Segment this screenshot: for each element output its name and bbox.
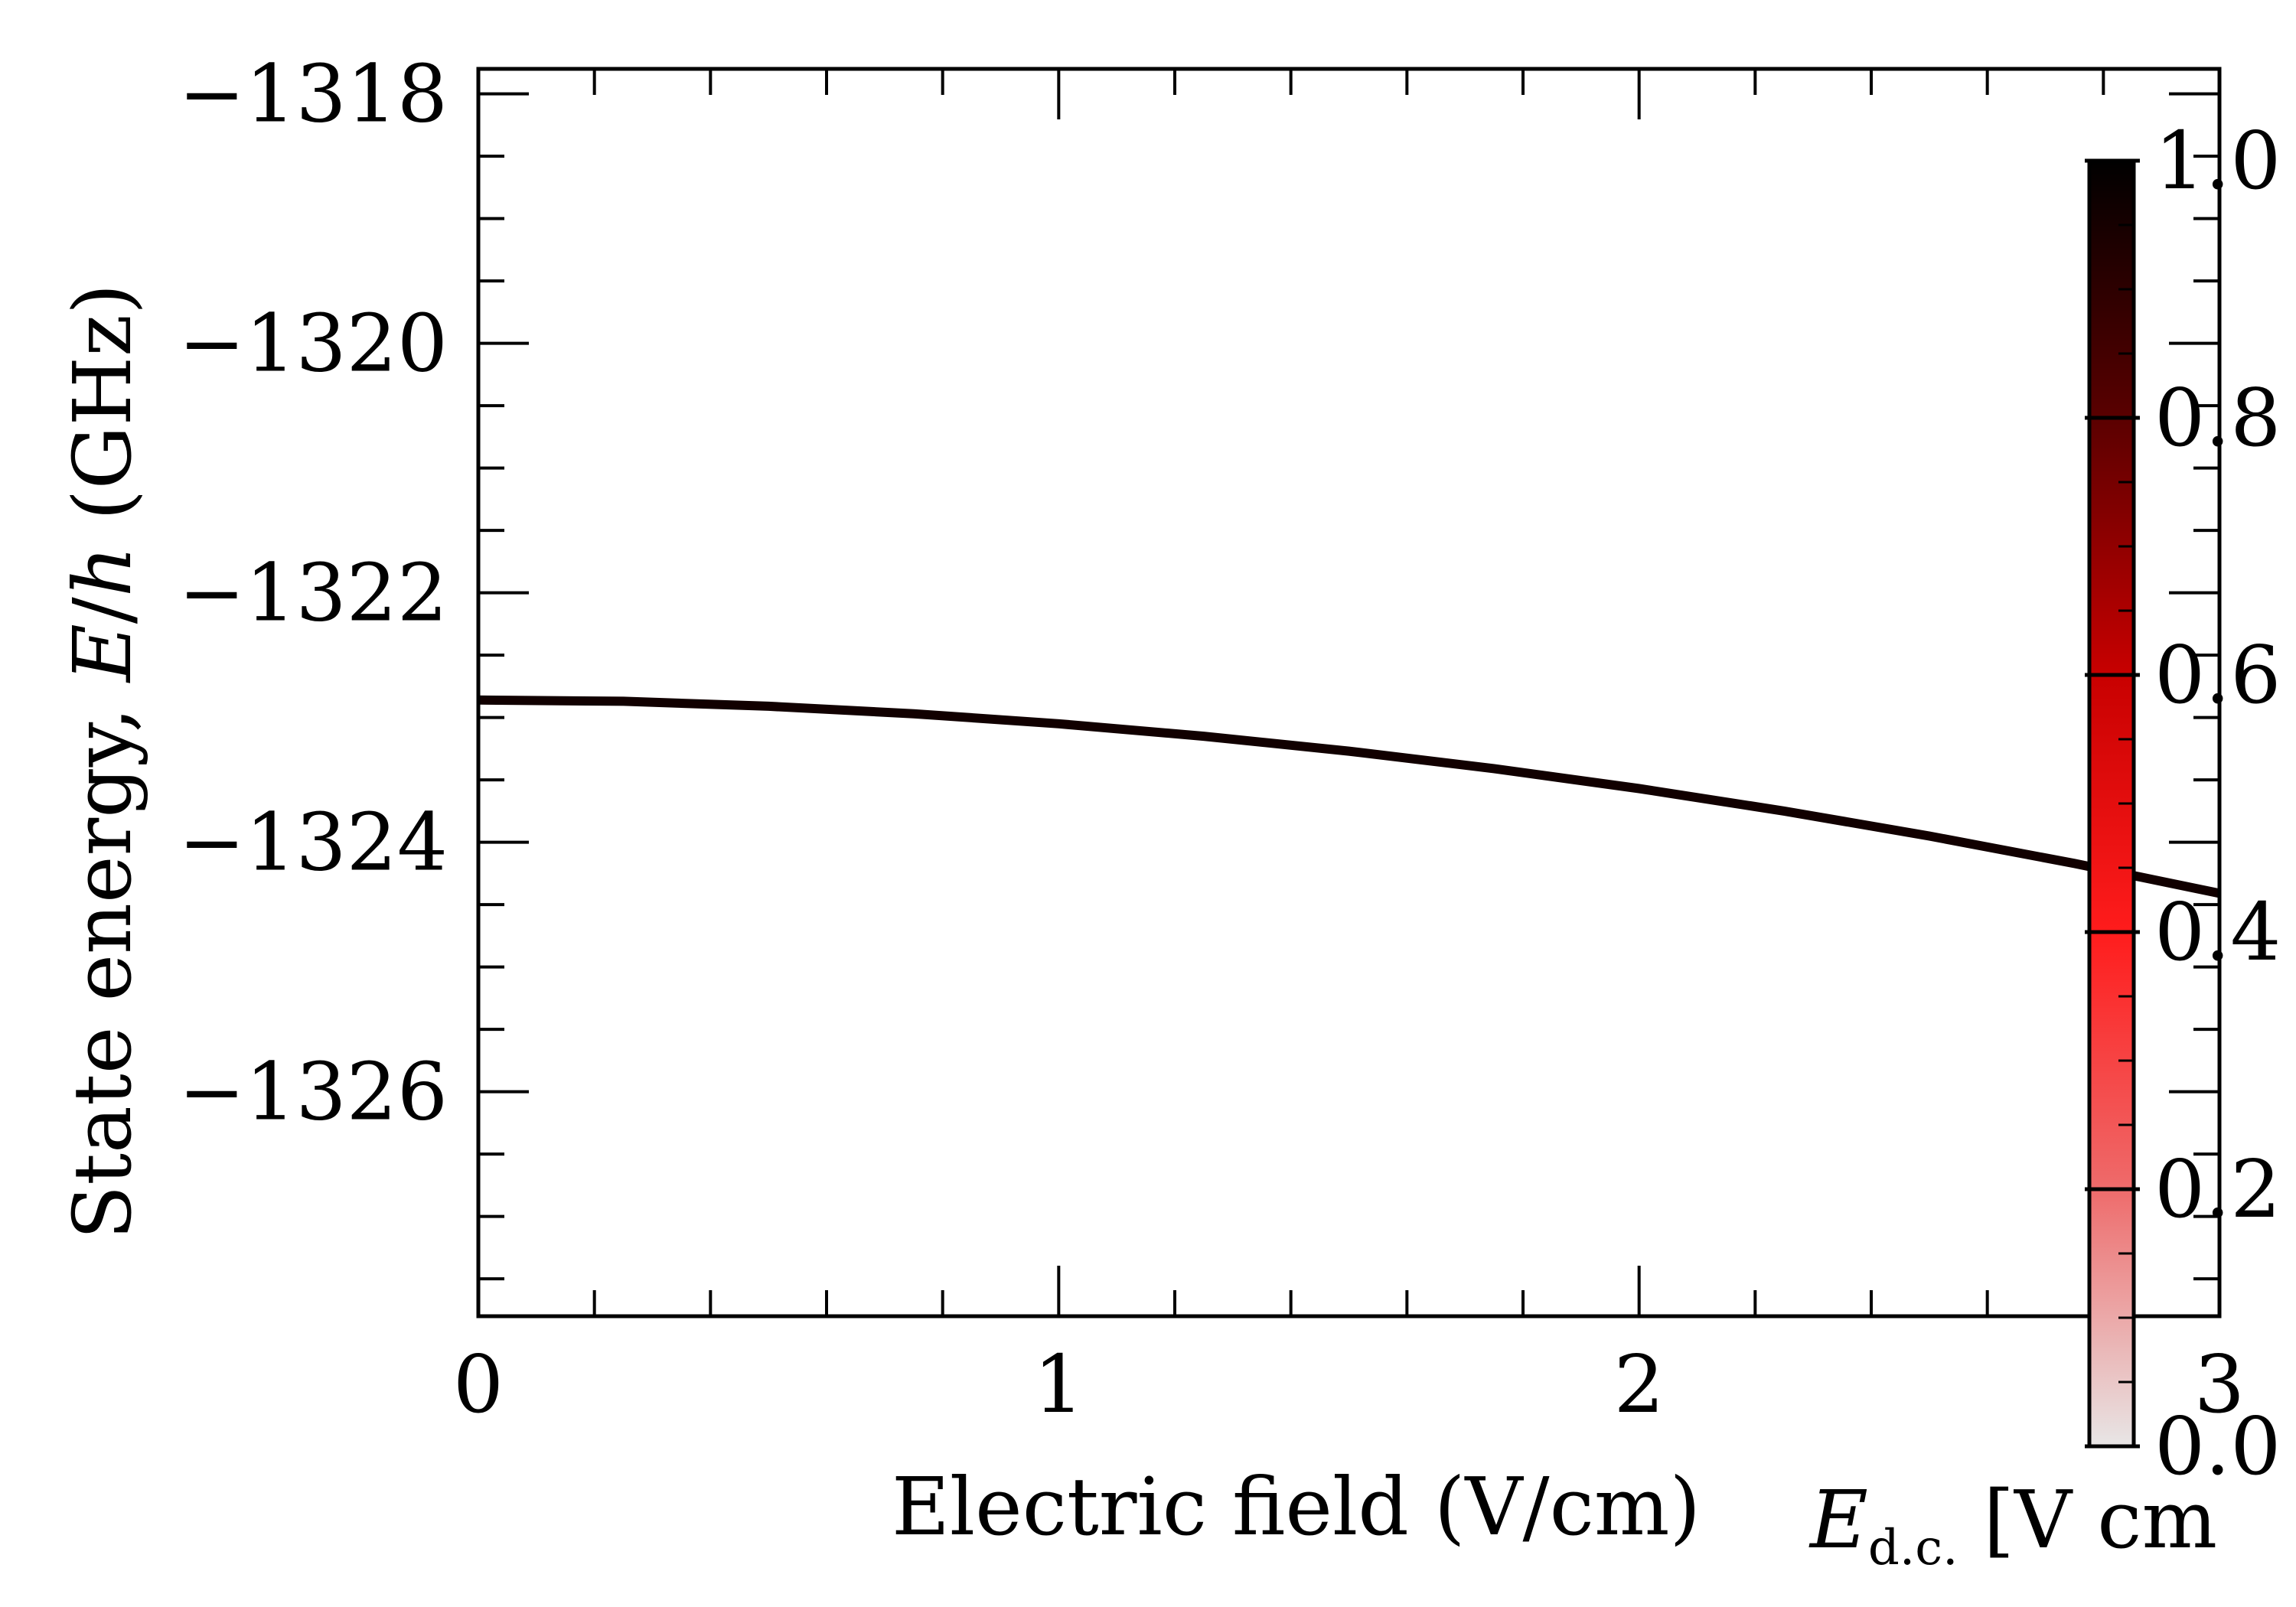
plot-background bbox=[478, 69, 2219, 1316]
energy-curve-line bbox=[478, 695, 2219, 898]
y-tick-label: −1324 bbox=[178, 796, 448, 889]
colorbar-tick-labels: 0.0 0.2 0.4 0.6 0.8 1.0 bbox=[2154, 114, 2281, 1493]
y-ticks bbox=[478, 92, 2219, 1281]
colorbar-tick-label: 0.2 bbox=[2154, 1143, 2281, 1236]
colorbar-ticks bbox=[2085, 158, 2140, 1449]
y-tick-label: −1318 bbox=[178, 47, 448, 141]
colorbar-tick-label: 0.4 bbox=[2154, 885, 2281, 979]
y-tick-label: −1326 bbox=[178, 1045, 448, 1139]
x-axis-title: Electric field (V/cm) bbox=[892, 1460, 1701, 1553]
x-tick-label: 0 bbox=[453, 1338, 504, 1431]
x-tick-label: 2 bbox=[1614, 1338, 1665, 1431]
colorbar-tick-label: 0.8 bbox=[2154, 371, 2281, 464]
plot-frame bbox=[476, 67, 2222, 1319]
x-tick-label: 3 bbox=[2194, 1338, 2245, 1431]
x-tick-labels: 0 1 2 3 bbox=[453, 1338, 2245, 1431]
x-tick-label: 1 bbox=[1033, 1338, 1084, 1431]
y-tick-labels: −1318 −1320 −1322 −1324 −1326 bbox=[178, 47, 448, 1139]
y-tick-label: −1322 bbox=[178, 546, 448, 640]
colorbar-label: Ed.c. [V cm bbox=[1808, 1473, 2217, 1576]
y-axis-title: State energy, E/h (GHz) bbox=[56, 283, 149, 1240]
y-tick-label: −1320 bbox=[178, 297, 448, 390]
colorbar-tick-label: 0.0 bbox=[2154, 1400, 2281, 1493]
colorbar-tick-label: 0.6 bbox=[2154, 628, 2281, 722]
colorbar-tick-label: 1.0 bbox=[2154, 114, 2281, 207]
